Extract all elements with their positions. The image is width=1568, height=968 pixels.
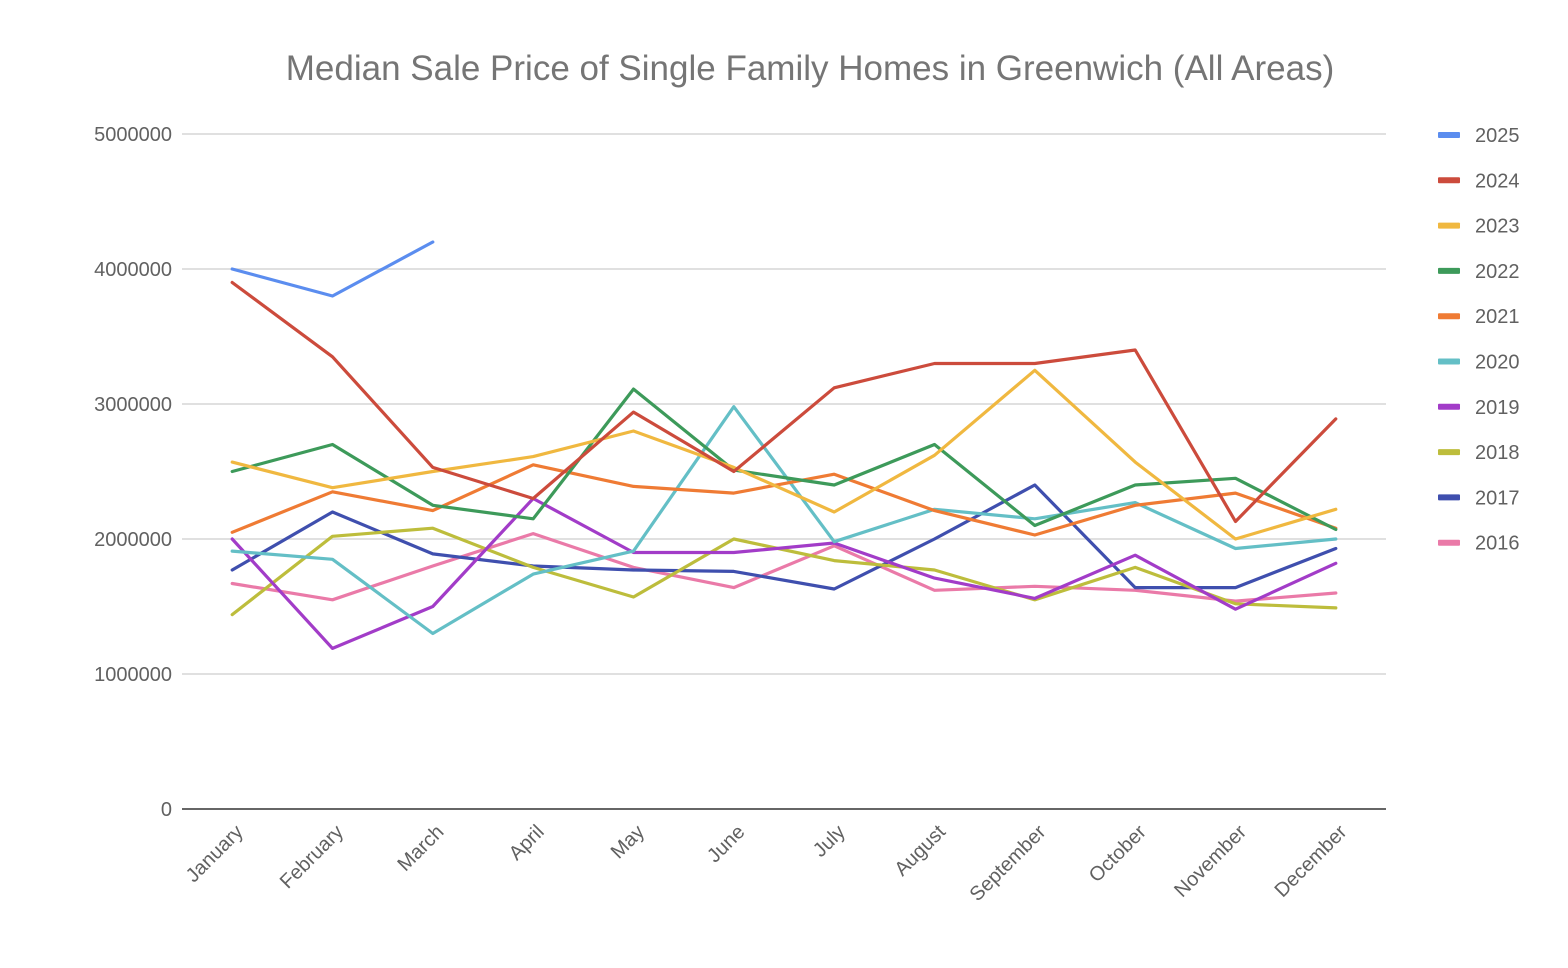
series-line-2024 [230, 280, 1338, 524]
legend-item-2016[interactable]: 2016 [1438, 533, 1520, 555]
series-line-2021 [230, 463, 1338, 537]
legend-swatch [1438, 132, 1460, 138]
legend-item-2017[interactable]: 2017 [1438, 487, 1520, 509]
x-tick-label: February [276, 821, 348, 893]
legend-item-2022[interactable]: 2022 [1438, 261, 1520, 283]
legend-label: 2019 [1475, 397, 1520, 419]
series-line-2025 [230, 240, 435, 298]
x-tick-label: September [966, 821, 1051, 906]
y-tick-label: 1000000 [94, 664, 172, 686]
series-lines [230, 240, 1338, 651]
x-tick-label: October [1085, 821, 1151, 887]
legend-label: 2020 [1475, 352, 1520, 374]
legend-label: 2023 [1475, 216, 1520, 238]
legend-item-2018[interactable]: 2018 [1438, 442, 1520, 464]
x-axis-tick-labels: January February March April May June July Augu… [182, 821, 1352, 906]
legend-item-2021[interactable]: 2021 [1438, 306, 1520, 328]
series-line-2016 [230, 531, 1338, 603]
series-line-2018 [230, 526, 1338, 617]
series-line-2022 [230, 387, 1338, 532]
x-tick-label: August [890, 821, 950, 881]
legend-swatch [1438, 539, 1460, 546]
legend-swatch [1438, 449, 1460, 456]
legend-label: 2024 [1475, 170, 1520, 192]
legend-label: 2018 [1475, 442, 1520, 464]
series-line-2023 [230, 368, 1338, 541]
y-tick-label: 0 [161, 799, 172, 821]
y-tick-label: 5000000 [94, 124, 172, 146]
y-tick-label: 4000000 [94, 259, 172, 281]
legend-swatch [1438, 267, 1460, 274]
series-line-2020 [230, 405, 1338, 636]
legend-item-2023[interactable]: 2023 [1438, 216, 1520, 238]
x-tick-label: April [505, 821, 549, 865]
legend-swatch [1438, 313, 1460, 320]
legend-item-2019[interactable]: 2019 [1438, 397, 1520, 419]
legend-label: 2016 [1475, 533, 1520, 555]
legend-swatch [1438, 177, 1460, 184]
y-tick-label: 2000000 [94, 529, 172, 551]
legend-swatch [1438, 222, 1460, 229]
legend-label: 2022 [1475, 261, 1520, 283]
legend-label: 2017 [1475, 487, 1520, 509]
y-tick-label: 3000000 [94, 394, 172, 416]
x-tick-label: March [394, 821, 449, 876]
y-axis-tick-labels: 0 1000000 2000000 3000000 4000000 5000000 [94, 124, 172, 821]
legend: 2025 2024 2023 2022 2021 2020 2019 2018 2017 2016 [1438, 125, 1520, 555]
legend-swatch [1438, 358, 1460, 365]
legend-label: 2025 [1475, 125, 1520, 147]
legend-label: 2021 [1475, 306, 1520, 328]
series-line-2017 [230, 483, 1338, 591]
x-tick-label: January [182, 821, 248, 887]
chart-title: Median Sale Price of Single Family Homes… [286, 49, 1334, 88]
legend-swatch [1438, 494, 1460, 501]
legend-swatch [1438, 403, 1460, 410]
x-tick-label: December [1271, 821, 1352, 902]
x-tick-label: June [703, 821, 749, 867]
series-line-2019 [230, 496, 1338, 651]
x-tick-label: July [809, 821, 850, 862]
legend-item-2020[interactable]: 2020 [1438, 352, 1520, 374]
x-tick-label: November [1170, 821, 1251, 902]
x-tick-label: May [607, 821, 649, 863]
legend-item-2025[interactable]: 2025 [1438, 125, 1520, 147]
legend-item-2024[interactable]: 2024 [1438, 170, 1520, 192]
